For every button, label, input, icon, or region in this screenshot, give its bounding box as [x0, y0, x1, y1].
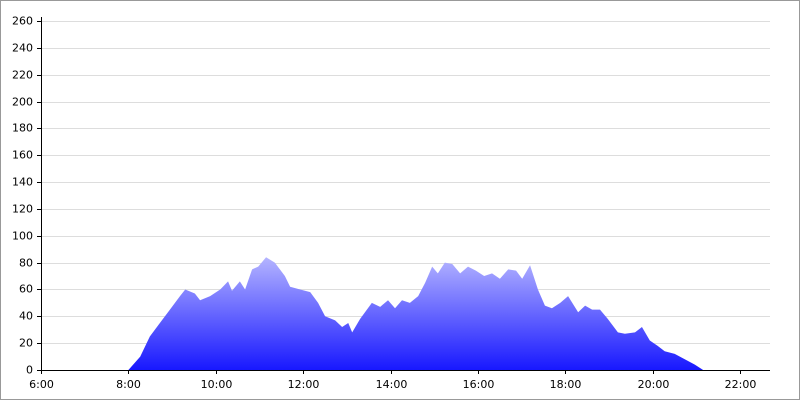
y-tick-label: 260 — [12, 15, 33, 28]
x-tick-label: 18:00 — [550, 378, 582, 391]
x-tick-label: 8:00 — [116, 378, 141, 391]
x-tick-label: 12:00 — [288, 378, 320, 391]
area — [128, 257, 704, 370]
y-tick-label: 120 — [12, 203, 33, 216]
x-tick-label: 10:00 — [201, 378, 233, 391]
y-tick-label: 240 — [12, 42, 33, 55]
x-tick-label: 14:00 — [376, 378, 408, 391]
y-tick-label: 220 — [12, 69, 33, 82]
y-tick-label: 0 — [26, 364, 33, 377]
y-tick-label: 80 — [19, 257, 33, 270]
x-tick-label: 16:00 — [463, 378, 495, 391]
y-tick-label: 160 — [12, 149, 33, 162]
y-tick-label: 140 — [12, 176, 33, 189]
x-tick-label: 6:00 — [29, 378, 54, 391]
x-tick-label: 20:00 — [638, 378, 670, 391]
y-tick-label: 60 — [19, 283, 33, 296]
y-tick-label: 180 — [12, 122, 33, 135]
y-tick-label: 20 — [19, 337, 33, 350]
y-tick-label: 100 — [12, 230, 33, 243]
x-tick-label: 22:00 — [725, 378, 757, 391]
y-tick-label: 200 — [12, 96, 33, 109]
y-tick-label: 40 — [19, 310, 33, 323]
